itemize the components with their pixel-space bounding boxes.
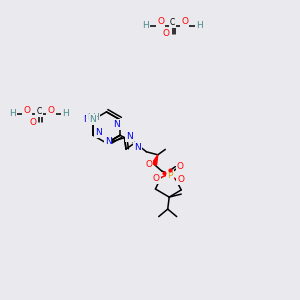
Text: O: O — [163, 29, 170, 38]
Text: H: H — [87, 113, 94, 122]
Text: O: O — [23, 106, 31, 115]
Text: O: O — [145, 160, 152, 169]
Text: N: N — [113, 120, 120, 129]
Text: C: C — [36, 106, 42, 116]
Text: H: H — [92, 113, 99, 122]
Text: P: P — [167, 171, 173, 180]
Text: O: O — [47, 106, 55, 115]
Text: H: H — [9, 110, 16, 118]
Text: O: O — [177, 162, 184, 171]
Text: N: N — [134, 143, 141, 152]
Text: O: O — [152, 174, 160, 183]
Text: O: O — [177, 175, 184, 184]
Text: H: H — [62, 110, 69, 118]
Text: O: O — [181, 17, 188, 26]
Text: N: N — [84, 115, 90, 124]
Polygon shape — [152, 155, 158, 165]
Text: O: O — [29, 118, 37, 127]
Text: N: N — [127, 132, 133, 141]
Text: N: N — [95, 128, 102, 137]
Text: C: C — [170, 18, 175, 27]
Text: N: N — [90, 115, 96, 124]
Text: O: O — [157, 17, 164, 26]
Text: H: H — [142, 21, 149, 30]
Text: H: H — [196, 21, 202, 30]
Text: N: N — [105, 137, 111, 146]
